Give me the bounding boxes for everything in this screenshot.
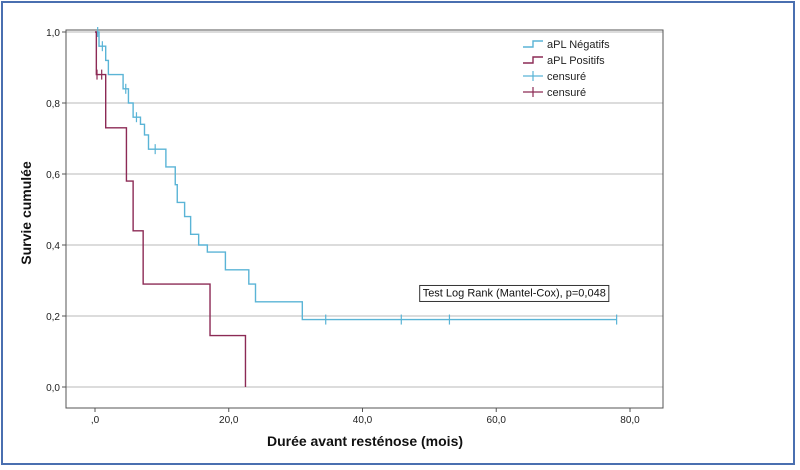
y-tick-label: 1,0 <box>46 28 60 39</box>
gridlines <box>66 31 663 388</box>
annotation-text: Test Log Rank (Mantel-Cox), p=0,048 <box>423 287 606 299</box>
legend-swatch-series-1 <box>523 40 543 48</box>
x-tick-label: 60,0 <box>487 415 507 426</box>
x-axis-title: Durée avant resténose (mois) <box>267 433 463 449</box>
legend-label-series-1: aPL Négatifs <box>547 39 610 51</box>
chart-frame: 0,0 0,2 0,4 0,6 0,8 1,0 ,0 20,0 40,0 60,0 80,0 Sur… <box>1 1 795 465</box>
legend-label-censored-2: censuré <box>547 87 586 99</box>
y-tick-label: 0,8 <box>46 99 60 110</box>
y-tick-label: 0,6 <box>46 170 60 181</box>
x-tick-label: 80,0 <box>620 415 640 426</box>
legend-label-censored-1: censuré <box>547 71 586 83</box>
y-axis-title: Survie cumulée <box>18 161 34 265</box>
axes: 0,0 0,2 0,4 0,6 0,8 1,0 ,0 20,0 40,0 60,0 80,0 <box>46 28 664 426</box>
km-chart: 0,0 0,2 0,4 0,6 0,8 1,0 ,0 20,0 40,0 60,0 80,0 Sur… <box>18 27 664 449</box>
km-line-series-2 <box>95 31 247 387</box>
y-tick-label: 0,4 <box>46 241 60 252</box>
legend-swatch-series-2 <box>523 56 543 64</box>
km-line-series-1 <box>95 31 617 321</box>
x-tick-label: 40,0 <box>353 415 373 426</box>
legend: aPL Négatifs aPL Positifs censuré censuré <box>523 39 610 99</box>
plot-area-border <box>65 29 664 409</box>
series-group <box>95 27 618 387</box>
annotation-box <box>419 284 610 302</box>
x-tick-label: ,0 <box>91 415 100 426</box>
annotation: Test Log Rank (Mantel-Cox), p=0,048 <box>419 284 610 302</box>
legend-label-series-2: aPL Positifs <box>547 55 605 67</box>
y-tick-label: 0,2 <box>46 312 60 323</box>
y-tick-label: 0,0 <box>46 383 60 394</box>
x-tick-label: 20,0 <box>219 415 239 426</box>
